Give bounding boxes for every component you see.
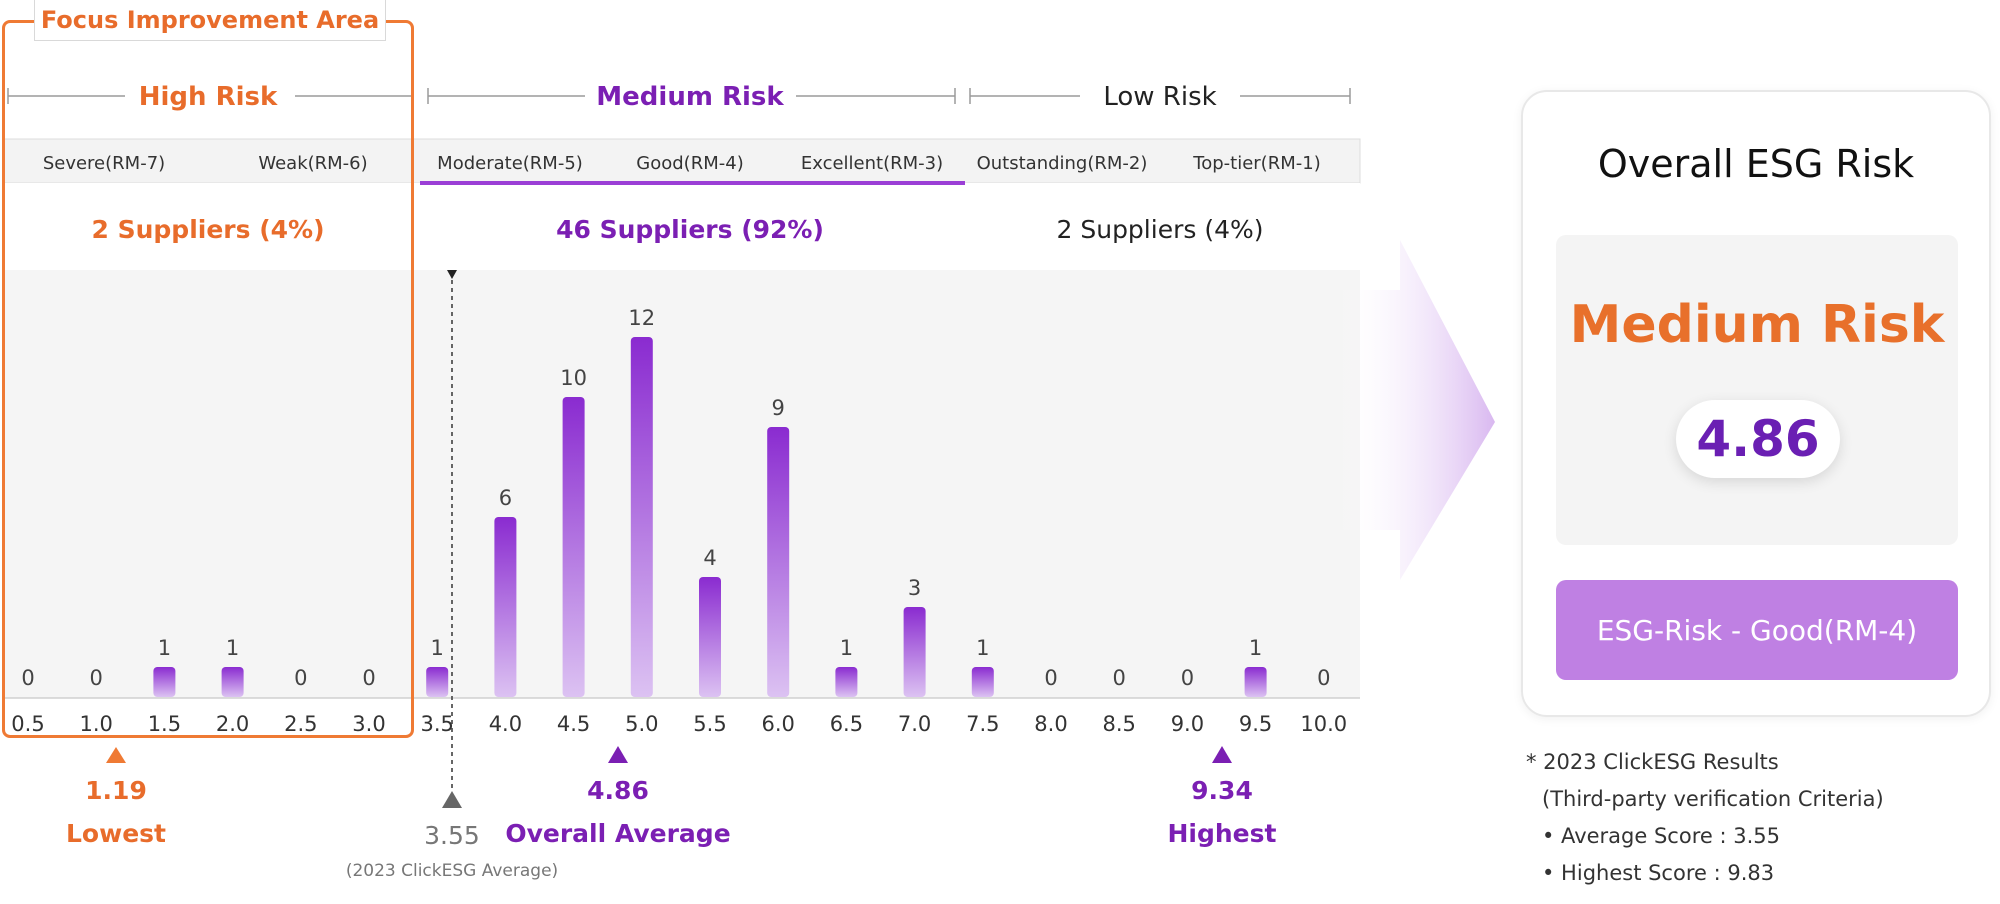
highest-marker-icon — [1212, 746, 1232, 763]
bar-6.5 — [835, 667, 858, 697]
bar-7.0 — [903, 607, 926, 697]
bar-9.5 — [1244, 667, 1267, 697]
bar-value-label: 1 — [1249, 636, 1262, 660]
x-axis-ticks: 0.5 1.0 1.5 2.0 2.5 3.0 3.5 4.0 4.5 5.0 5.5 6.0 6.5 7… — [11, 712, 1347, 736]
bar-value-label: 1 — [158, 636, 171, 660]
x-tick-label: 7.5 — [966, 712, 999, 736]
x-tick-label: 9.5 — [1239, 712, 1272, 736]
bar-value-label: 9 — [772, 396, 785, 420]
rating-top-tier: Top-tier(RM-1) — [1192, 153, 1320, 174]
x-tick-label: 9.0 — [1171, 712, 1204, 736]
x-tick-label: 7.0 — [898, 712, 931, 736]
x-tick-label: 8.5 — [1102, 712, 1135, 736]
overall-score-badge: 4.86 — [1676, 400, 1840, 478]
lowest-value: 1.19 — [85, 776, 147, 805]
bar-value-label: 0 — [21, 666, 34, 690]
x-tick-label: 3.0 — [352, 712, 385, 736]
bar-value-label: 6 — [499, 486, 512, 510]
bar-value-label: 0 — [1044, 666, 1057, 690]
bar-value-label: 0 — [294, 666, 307, 690]
bar-value-label: 1 — [226, 636, 239, 660]
overall-esg-risk-card: Overall ESG Risk Medium Risk 4.86 ESG-Ri… — [1521, 90, 1991, 717]
group-title-low: Low Risk — [1103, 82, 1216, 112]
x-tick-label: 2.0 — [216, 712, 249, 736]
highest-label: Highest — [1168, 819, 1277, 848]
x-tick-label: 5.5 — [693, 712, 726, 736]
bar-value-label: 1 — [976, 636, 989, 660]
suppliers-high: 2 Suppliers (4%) — [92, 215, 325, 244]
suppliers-row-background — [4, 183, 1360, 270]
plot-background — [4, 270, 1360, 698]
bar-6.0 — [767, 427, 790, 697]
bar-value-label: 3 — [908, 576, 921, 600]
bar-2.0 — [221, 667, 244, 697]
x-tick-label: 6.0 — [761, 712, 794, 736]
results-notes: * 2023 ClickESG Results (Third-party ver… — [1526, 744, 1986, 892]
risk-level-text: Medium Risk — [1569, 295, 1945, 355]
x-tick-label: 10.0 — [1300, 712, 1347, 736]
bar-value-label: 4 — [703, 546, 716, 570]
bar-5.5 — [699, 577, 721, 697]
bar-value-label: 12 — [628, 306, 655, 330]
clickesg-average-value: 3.55 — [424, 821, 480, 850]
x-tick-label: 5.0 — [625, 712, 658, 736]
bar-4.0 — [494, 517, 517, 697]
bar-3.5 — [426, 667, 449, 697]
x-tick-label: 0.5 — [11, 712, 44, 736]
bar-value-label: 0 — [1317, 666, 1330, 690]
x-tick-label: 2.5 — [284, 712, 317, 736]
bar-value-label: 0 — [362, 666, 375, 690]
overall-average-marker-icon — [608, 746, 628, 763]
bar-value-label: 10 — [560, 366, 587, 390]
clickesg-average-top-marker — [447, 270, 457, 279]
note-average: • Average Score : 3.55 — [1542, 824, 1780, 848]
lowest-label: Lowest — [66, 819, 166, 848]
result-arrow-icon — [1335, 240, 1495, 580]
x-tick-label: 8.0 — [1034, 712, 1067, 736]
note-highest: • Highest Score : 9.83 — [1542, 861, 1775, 885]
rating-good: Good(RM-4) — [636, 153, 743, 174]
x-tick-label: 4.5 — [557, 712, 590, 736]
bar-value-label: 1 — [840, 636, 853, 660]
lowest-marker-icon — [106, 747, 126, 763]
rating-row-background — [3, 138, 1361, 184]
group-title-medium: Medium Risk — [596, 82, 784, 112]
x-tick-label: 1.5 — [148, 712, 181, 736]
bar-7.5 — [971, 667, 994, 697]
risk-level-panel: Medium Risk 4.86 — [1556, 235, 1958, 545]
note-title: * 2023 ClickESG Results — [1526, 750, 1779, 774]
group-title-high: High Risk — [139, 82, 278, 112]
bar-4.5 — [562, 397, 585, 697]
x-tick-label: 6.5 — [830, 712, 863, 736]
clickesg-average-label: (2023 ClickESG Average) — [346, 861, 558, 881]
highest-value: 9.34 — [1191, 776, 1253, 805]
rating-outstanding: Outstanding(RM-2) — [977, 153, 1148, 174]
bar-5.0 — [630, 337, 653, 697]
rating-severe: Severe(RM-7) — [43, 153, 165, 174]
esg-grade-button[interactable]: ESG-Risk - Good(RM-4) — [1556, 580, 1958, 680]
card-title: Overall ESG Risk — [1597, 142, 1915, 186]
overall-average-value: 4.86 — [587, 776, 649, 805]
x-tick-label: 4.0 — [489, 712, 522, 736]
x-tick-label: 1.0 — [79, 712, 112, 736]
suppliers-low: 2 Suppliers (4%) — [1057, 215, 1264, 244]
bar-value-label: 0 — [1181, 666, 1194, 690]
bar-1.5 — [153, 667, 176, 697]
rating-weak: Weak(RM-6) — [258, 153, 367, 174]
rating-excellent: Excellent(RM-3) — [801, 153, 943, 174]
clickesg-average-marker-icon — [442, 791, 462, 808]
suppliers-medium: 46 Suppliers (92%) — [556, 215, 824, 244]
rating-moderate: Moderate(RM-5) — [437, 153, 583, 174]
risk-brackets — [7, 88, 1351, 104]
bar-value-label: 1 — [431, 636, 444, 660]
bar-value-label: 0 — [1113, 666, 1126, 690]
x-tick-label: 3.5 — [420, 712, 453, 736]
focus-improvement-area-label: Focus Improvement Area — [34, 0, 386, 41]
bar-value-label: 0 — [90, 666, 103, 690]
note-criteria: (Third-party verification Criteria) — [1542, 787, 1884, 811]
overall-average-label: Overall Average — [505, 819, 730, 848]
